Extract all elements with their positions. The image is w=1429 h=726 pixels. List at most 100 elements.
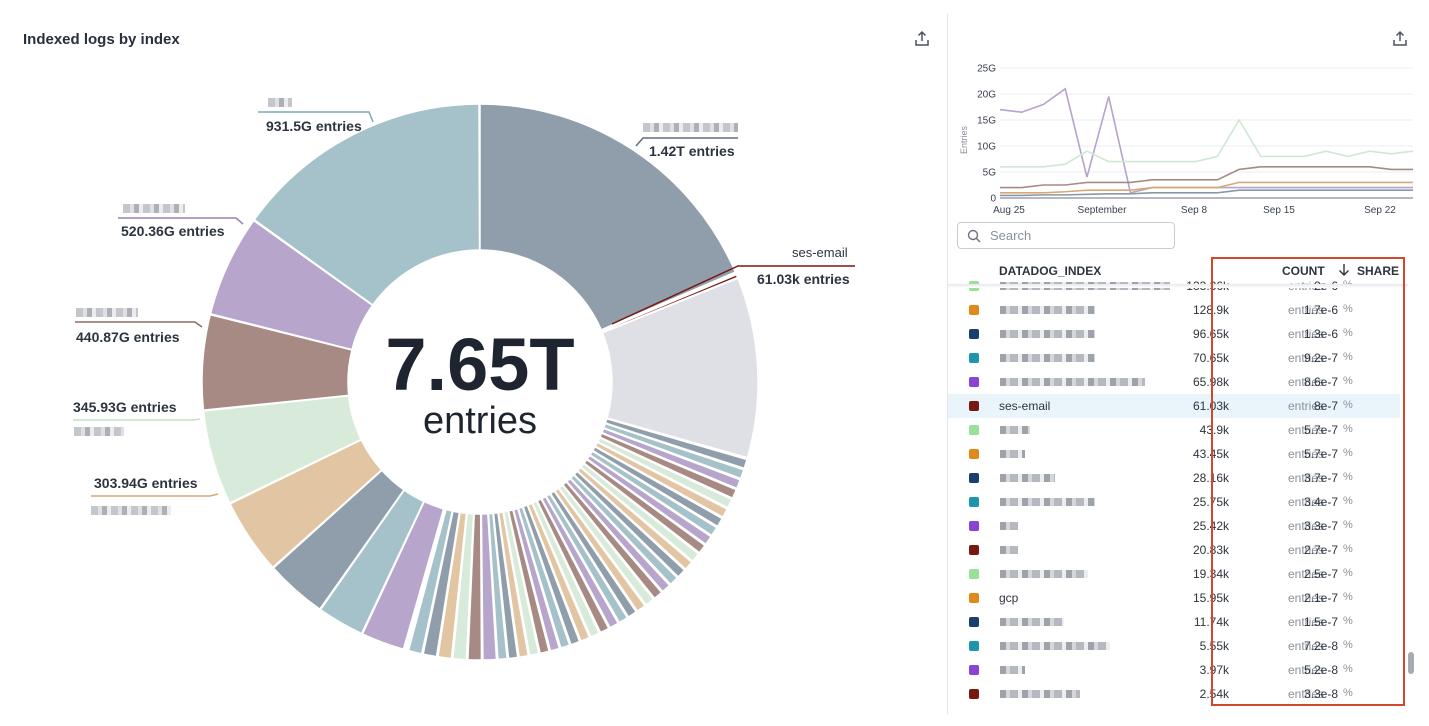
table-row[interactable]: 5.55k entries 7.2e-8% [948, 634, 1400, 658]
search-icon [967, 229, 981, 243]
table-panel: 0 5G 10G 15G 20G 25G Entries Aug 25 September Sep… [948, 0, 1429, 726]
scrollbar[interactable] [1408, 652, 1414, 674]
color-swatch [969, 377, 979, 387]
redacted-index-name [1000, 522, 1018, 530]
redacted-index-name [1000, 546, 1018, 554]
redacted-index-name [1000, 330, 1095, 338]
color-swatch [969, 425, 979, 435]
table-row[interactable]: 128.9k entries 1.7e-6% [948, 298, 1400, 322]
widget-title: Indexed logs by index [23, 31, 180, 48]
count-value: 43.45k [1192, 447, 1229, 461]
donut-slice[interactable] [479, 103, 737, 331]
share-percent-sign: % [1343, 327, 1353, 339]
arrow-down-icon[interactable] [1338, 263, 1350, 277]
share-value: 1.5e-7 [1303, 615, 1338, 629]
share-value: 5.7e-7 [1303, 447, 1338, 461]
series-line [1000, 118, 1414, 168]
share-percent-sign: % [1343, 615, 1353, 627]
count-value: 5.55k [1199, 639, 1229, 653]
table-row[interactable]: 2.54k entries 3.3e-8% [948, 682, 1400, 706]
leader-line [91, 493, 219, 497]
redacted-index-name [74, 427, 124, 436]
count-value: 61.03k [1192, 399, 1229, 413]
color-swatch [969, 617, 979, 627]
search-input[interactable]: Search [957, 222, 1175, 249]
table-row[interactable]: 20.83k entries 2.7e-7% [948, 538, 1400, 562]
table-row[interactable]: gcp 15.95k entries 2.1e-7% [948, 586, 1400, 610]
table-row[interactable]: 43.9k entries 5.7e-7% [948, 418, 1400, 442]
leader-line [635, 137, 738, 147]
donut-widget: Indexed logs by index 7.65T entries 1.42… [23, 30, 931, 661]
count-unit: entries [1288, 327, 1325, 341]
share-value: 2.1e-7 [1303, 591, 1338, 605]
table-row[interactable]: 19.34k entries 2.5e-7% [948, 562, 1400, 586]
table-row[interactable]: 28.16k entries 3.7e-7% [948, 466, 1400, 490]
share-value: 5.2e-8 [1303, 663, 1338, 677]
y-tick-label: 5G [983, 168, 997, 179]
redacted-index-name [1000, 306, 1095, 314]
count-value: 2.54k [1199, 687, 1229, 701]
share-value: 2.5e-7 [1303, 567, 1338, 581]
donut-slice[interactable] [253, 103, 481, 307]
redacted-index-name [1000, 666, 1025, 674]
share-percent-sign: % [1343, 495, 1353, 507]
table-row[interactable]: 3.97k entries 5.2e-8% [948, 658, 1400, 682]
count-value: 20.83k [1192, 543, 1229, 557]
table-row[interactable]: 43.45k entries 5.7e-7% [948, 442, 1400, 466]
count-value: 65.98k [1192, 375, 1229, 389]
table-row[interactable]: 65.98k entries 8.6e-7% [948, 370, 1400, 394]
y-axis-label: Entries [959, 125, 969, 154]
redacted-index-name [1000, 690, 1080, 698]
count-unit: entries [1288, 687, 1325, 701]
share-value: 1.3e-6 [1303, 327, 1338, 341]
donut-slice[interactable] [229, 438, 383, 569]
column-header-count[interactable]: COUNT [1282, 264, 1325, 278]
count-value: 25.42k [1192, 519, 1229, 533]
color-swatch [969, 473, 979, 483]
redacted-index-name [1000, 498, 1095, 506]
color-swatch [969, 569, 979, 579]
color-swatch [969, 689, 979, 699]
share-percent-sign: % [1343, 351, 1353, 363]
table-row[interactable]: 96.65k entries 1.3e-6% [948, 322, 1400, 346]
redacted-index-name [1000, 474, 1055, 482]
count-unit: entries [1288, 567, 1325, 581]
table-row[interactable]: 25.75k entries 3.4e-7% [948, 490, 1400, 514]
count-value: 43.9k [1199, 423, 1229, 437]
share-percent-sign: % [1343, 375, 1353, 387]
count-value: 15.95k [1192, 591, 1229, 605]
column-header-share[interactable]: SHARE [1357, 264, 1400, 278]
table-row[interactable]: ses-email 61.03k entries 8e-7% [948, 394, 1400, 418]
donut-slice[interactable] [201, 313, 353, 411]
share-percent-sign: % [1343, 303, 1353, 315]
column-header-name[interactable]: DATADOG_INDEX [999, 264, 1102, 278]
export-icon[interactable] [913, 30, 931, 48]
donut-slice[interactable] [601, 277, 759, 459]
share-value: 7.2e-8 [1303, 639, 1338, 653]
share-value: 8.6e-7 [1303, 375, 1338, 389]
count-value: 128.9k [1192, 303, 1229, 317]
count-unit: entries [1288, 543, 1325, 557]
share-percent-sign: % [1343, 519, 1353, 531]
color-swatch [969, 305, 979, 315]
redacted-index-name [91, 506, 171, 515]
donut-slice[interactable] [209, 219, 374, 351]
color-swatch [969, 449, 979, 459]
count-value: 96.65k [1192, 327, 1229, 341]
count-unit: entries [1288, 495, 1325, 509]
share-value: 2.7e-7 [1303, 543, 1338, 557]
donut-slice[interactable] [407, 508, 454, 655]
total-unit: entries [422, 400, 538, 442]
export-icon[interactable] [1391, 30, 1409, 48]
table-row[interactable]: 25.42k entries 3.3e-7% [948, 514, 1400, 538]
table-row[interactable]: 70.65k entries 9.2e-7% [948, 346, 1400, 370]
share-percent-sign: % [1343, 639, 1353, 651]
color-swatch [969, 401, 979, 411]
donut-slice[interactable] [202, 394, 363, 504]
donut-chart [201, 103, 759, 661]
table-row[interactable]: 11.74k entries 1.5e-7% [948, 610, 1400, 634]
total-value: 7.65T [385, 323, 575, 406]
x-tick-label: Aug 25 [993, 205, 1025, 216]
x-tick-label: September [1078, 205, 1128, 216]
share-percent-sign: % [1343, 543, 1353, 555]
